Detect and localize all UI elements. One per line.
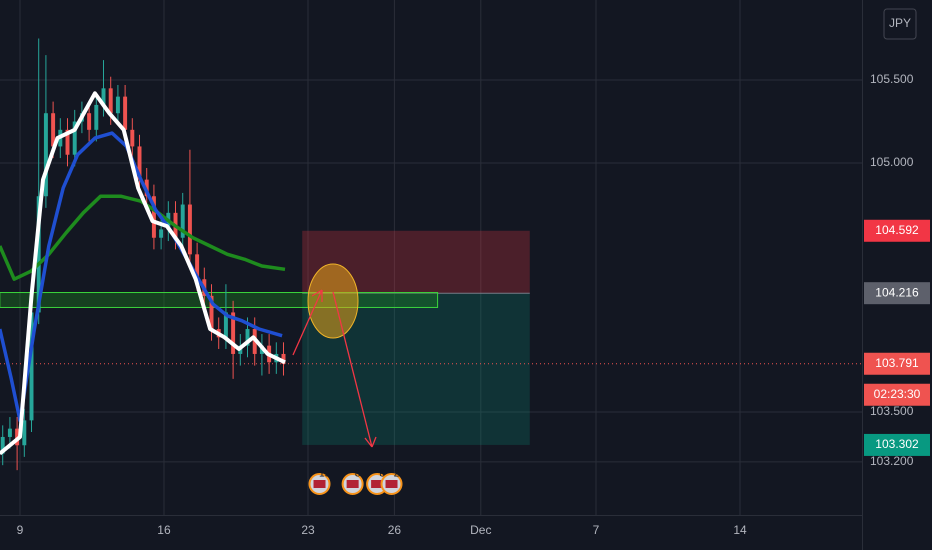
candle-body: [115, 96, 120, 114]
countdown-label: 02:23:30: [874, 387, 921, 401]
candle-body: [130, 129, 135, 147]
candle-body: [51, 113, 56, 147]
y-tick-label: 103.500: [870, 404, 914, 418]
arrow-up[interactable]: [292, 289, 323, 356]
candle-body: [151, 196, 156, 238]
candle-body: [223, 312, 228, 338]
target-price-label: 103.302: [875, 437, 919, 451]
candle-body: [94, 104, 99, 130]
candle-body: [43, 113, 48, 197]
x-tick-label: 14: [733, 523, 747, 537]
stop-price-label: 104.592: [875, 223, 919, 237]
candle-body: [195, 254, 200, 280]
moving-average: [0, 91, 286, 456]
y-tick-label: 105.500: [870, 72, 914, 86]
candle-body: [108, 88, 113, 114]
x-tick-label: 16: [157, 523, 171, 537]
candle-body: [159, 229, 164, 238]
x-tick-label: 23: [301, 523, 315, 537]
support-zone: [0, 292, 439, 308]
candle-body: [7, 428, 12, 437]
target-price-label-bg: [864, 433, 930, 456]
x-tick-label: 9: [17, 523, 24, 537]
y-tick-label: 105.000: [870, 155, 914, 169]
y-tick-label: 103.200: [870, 454, 914, 468]
candle-body: [245, 329, 250, 346]
candle-body: [72, 121, 77, 155]
overlay: [292, 263, 377, 448]
entry-price-label-bg: [864, 282, 930, 305]
candle-body: [0, 436, 5, 454]
x-tick-label: 7: [593, 523, 600, 537]
candle-body: [180, 204, 185, 238]
candle-body: [123, 96, 128, 130]
x-tick-label: 26: [388, 523, 402, 537]
candle-body: [36, 196, 41, 313]
x-tick-label: Dec: [470, 523, 491, 537]
candle-body: [187, 204, 192, 255]
currency: JPY: [889, 16, 911, 30]
moving-average: [0, 194, 286, 281]
candle-body: [87, 113, 92, 130]
event-count: 8: [379, 469, 385, 480]
candle-body: [65, 129, 70, 155]
candle-body: [101, 88, 106, 105]
entry-price-label: 104.216: [875, 285, 919, 299]
currency-box[interactable]: [883, 8, 917, 40]
candle-body: [209, 295, 214, 330]
last-price-label-bg: [864, 352, 930, 375]
countdown-label-bg: [864, 383, 930, 406]
candle-body: [22, 420, 27, 446]
event-count: 19: [319, 469, 331, 480]
event-flag: [371, 480, 384, 488]
event-count: 8: [355, 469, 361, 480]
last-price-label: 103.791: [875, 356, 919, 370]
price-axis: 9 16 23 26 Dec 7 14 105.500 105.000 103.500 103.20…: [17, 72, 930, 537]
stop-price-label-bg: [864, 219, 930, 242]
candle-body: [29, 312, 34, 421]
highlight-circle[interactable]: [307, 263, 359, 339]
candle-body: [281, 353, 286, 364]
event-flag: [313, 480, 326, 488]
event-flag: [346, 480, 359, 488]
candle-body: [231, 312, 236, 354]
event-count: 2: [394, 469, 400, 480]
candle-body: [137, 146, 142, 180]
grid: [0, 0, 862, 515]
arrow-down[interactable]: [332, 291, 377, 448]
event-flag: [385, 480, 398, 488]
